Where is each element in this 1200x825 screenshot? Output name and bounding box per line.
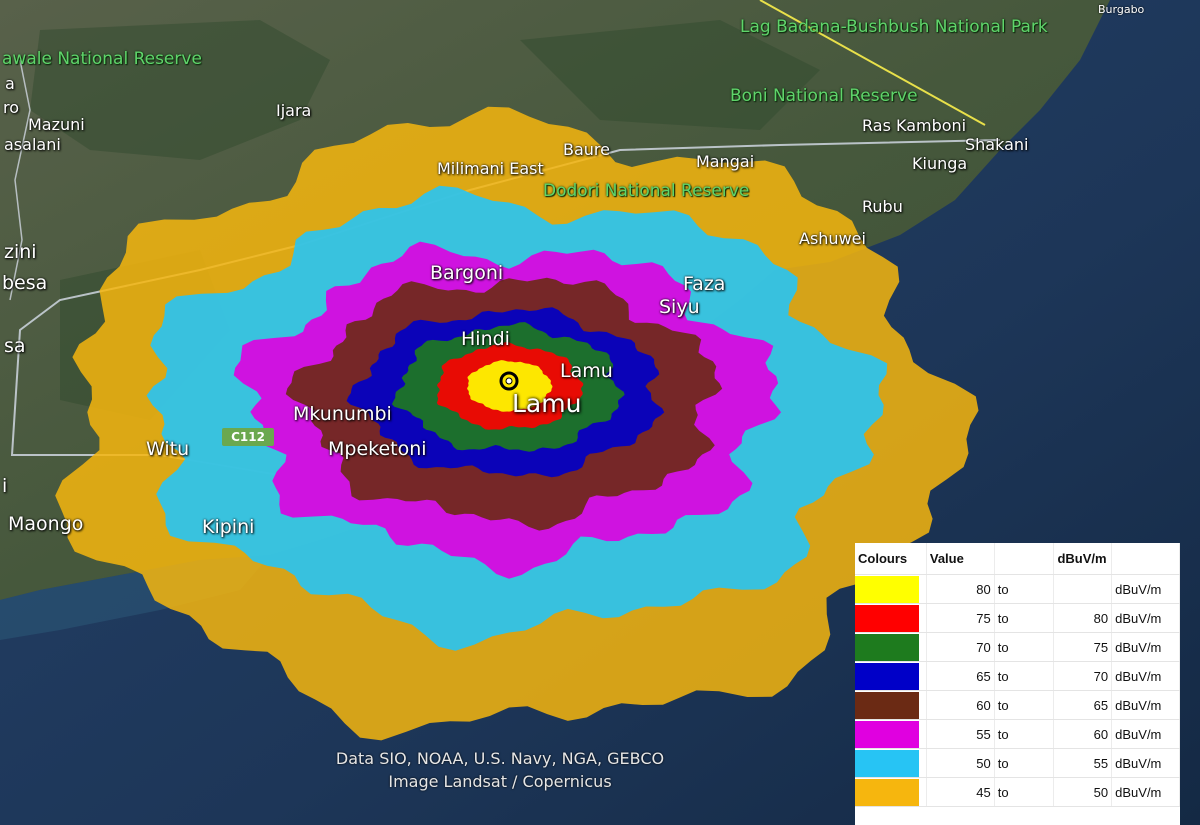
coverage-ring (467, 360, 553, 412)
place-label-mazuni: Mazuni (28, 115, 85, 134)
border-line (759, 0, 986, 126)
legend-row: 45 to 50 dBuV/m (855, 777, 1180, 807)
legend-row: 75 to 80 dBuV/m (855, 603, 1180, 633)
legend-unit: dBuV/m (1111, 748, 1180, 778)
place-label-burgabo: Burgabo (1098, 3, 1145, 16)
legend-max-value: 75 (1053, 632, 1113, 662)
place-label-witu: Witu (146, 438, 190, 460)
place-label-zini: zini (4, 241, 37, 263)
legend-swatch (855, 719, 927, 749)
legend-unit: dBuV/m (1111, 690, 1180, 720)
legend-max-value: 50 (1053, 777, 1113, 807)
place-label-mangai: Mangai (696, 152, 755, 171)
legend-header-value: Value (926, 543, 995, 575)
place-label-bargoni: Bargoni (430, 262, 504, 284)
place-label-wawale-reserve: awale National Reserve (2, 49, 202, 69)
legend-swatch (855, 603, 927, 633)
legend-swatch (855, 690, 927, 720)
land-texture (30, 20, 820, 420)
place-label-baure: Baure (563, 140, 610, 159)
place-label-ras-kamboni: Ras Kamboni (862, 116, 967, 135)
place-label-lamu-large: Lamu (512, 389, 582, 418)
legend-min-value: 60 (926, 690, 995, 720)
legend-swatch (855, 632, 927, 662)
legend-swatch (855, 574, 927, 604)
place-label-sa: sa (4, 335, 26, 357)
legend-swatch (855, 661, 927, 691)
legend-row: 55 to 60 dBuV/m (855, 719, 1180, 749)
place-label-milimani-east: Milimani East (437, 159, 544, 178)
place-label-boni: Boni National Reserve (730, 86, 918, 106)
legend-max-value (1053, 574, 1113, 604)
legend-max-value: 60 (1053, 719, 1113, 749)
place-label-faza: Faza (683, 273, 726, 295)
legend-to-label: to (994, 748, 1055, 778)
legend-max-value: 55 (1053, 748, 1113, 778)
legend-table: Colours Value dBuV/m 80 to dBuV/m 75 to 80 dBu… (855, 543, 1180, 825)
place-label-i: i (2, 475, 8, 497)
legend-to-label: to (994, 719, 1055, 749)
legend-max-value: 70 (1053, 661, 1113, 691)
place-label-ra: a (5, 74, 15, 93)
legend-row: 50 to 55 dBuV/m (855, 748, 1180, 778)
place-label-lag-badana: Lag Badana-Bushbush National Park (740, 17, 1048, 37)
legend-min-value: 55 (926, 719, 995, 749)
legend-unit: dBuV/m (1111, 603, 1180, 633)
legend-unit: dBuV/m (1111, 632, 1180, 662)
legend-row: 70 to 75 dBuV/m (855, 632, 1180, 662)
place-label-maongo: Maongo (8, 513, 84, 535)
legend-row: 80 to dBuV/m (855, 574, 1180, 604)
place-label-kipini: Kipini (202, 516, 255, 538)
legend-min-value: 80 (926, 574, 995, 604)
place-label-lamu-small: Lamu (560, 360, 613, 382)
place-label-ro: ro (3, 98, 20, 117)
admin-boundary-west (9, 59, 31, 301)
legend-swatch (855, 777, 927, 807)
place-label-ijara: Ijara (276, 101, 312, 120)
legend-rows: 80 to dBuV/m 75 to 80 dBuV/m 70 to 75 dBuV/m 65 to 70… (855, 574, 1180, 807)
legend-unit: dBuV/m (1111, 777, 1180, 807)
legend-header-unit: dBuV/m (1053, 543, 1113, 575)
place-label-ashuwei: Ashuwei (799, 229, 866, 248)
place-label-besa: besa (2, 272, 48, 294)
legend-to-label: to (994, 661, 1055, 691)
legend-row: 65 to 70 dBuV/m (855, 661, 1180, 691)
legend-unit: dBuV/m (1111, 719, 1180, 749)
legend-header-colours: Colours (855, 543, 927, 575)
road-badge: C112 (222, 428, 274, 446)
place-label-shakani: Shakani (965, 135, 1029, 154)
legend-min-value: 65 (926, 661, 995, 691)
map-credit-line2: Image Landsat / Copernicus (388, 772, 612, 791)
legend-to-label: to (994, 574, 1055, 604)
place-label-rubu: Rubu (862, 197, 903, 216)
legend-max-value: 80 (1053, 603, 1113, 633)
legend-to-label: to (994, 603, 1055, 633)
place-label-dodori: Dodori National Reserve (543, 181, 750, 201)
legend-min-value: 45 (926, 777, 995, 807)
transmitter-marker (499, 371, 519, 391)
legend-min-value: 50 (926, 748, 995, 778)
place-label-asalani: asalani (4, 135, 61, 154)
legend-unit: dBuV/m (1111, 661, 1180, 691)
coverage-rings (55, 106, 979, 741)
place-label-kiunga: Kiunga (912, 154, 968, 173)
map-credit-line1: Data SIO, NOAA, U.S. Navy, NGA, GEBCO (335, 749, 665, 768)
legend-to-label: to (994, 777, 1055, 807)
place-label-siyu: Siyu (659, 296, 700, 318)
legend-swatch (855, 748, 927, 778)
legend-min-value: 75 (926, 603, 995, 633)
legend-min-value: 70 (926, 632, 995, 662)
legend-to-label: to (994, 690, 1055, 720)
place-label-mpeketoni: Mpeketoni (328, 438, 427, 460)
legend-max-value: 65 (1053, 690, 1113, 720)
legend-unit: dBuV/m (1111, 574, 1180, 604)
place-label-hindi: Hindi (461, 328, 510, 350)
legend-to-label: to (994, 632, 1055, 662)
place-label-mkunumbi: Mkunumbi (293, 403, 392, 425)
legend-header-row: Colours Value dBuV/m (855, 543, 1180, 575)
legend-row: 60 to 65 dBuV/m (855, 690, 1180, 720)
